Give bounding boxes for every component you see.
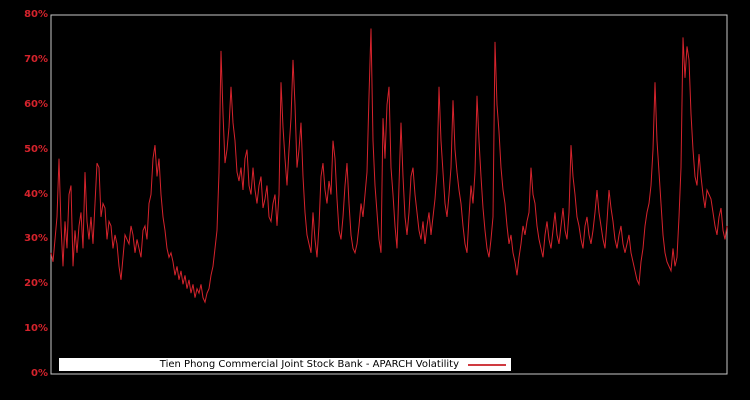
volatility-line [50, 28, 728, 304]
plot-border [50, 14, 728, 375]
y-tick-label: 70% [24, 53, 48, 65]
y-tick-label: 0% [31, 368, 48, 379]
legend-sample-line-icon [468, 363, 506, 366]
y-tick-label: 80% [24, 9, 48, 20]
y-tick-label: 60% [24, 98, 48, 110]
y-tick-label: 10% [24, 323, 48, 335]
legend: Tien Phong Commercial Joint Stock Bank -… [59, 358, 511, 371]
legend-label: Tien Phong Commercial Joint Stock Bank -… [159, 359, 459, 370]
y-tick-label: 40% [24, 188, 48, 200]
y-tick-label: 20% [24, 278, 48, 290]
y-tick-label: 30% [24, 233, 48, 245]
y-tick-label: 50% [24, 143, 48, 155]
